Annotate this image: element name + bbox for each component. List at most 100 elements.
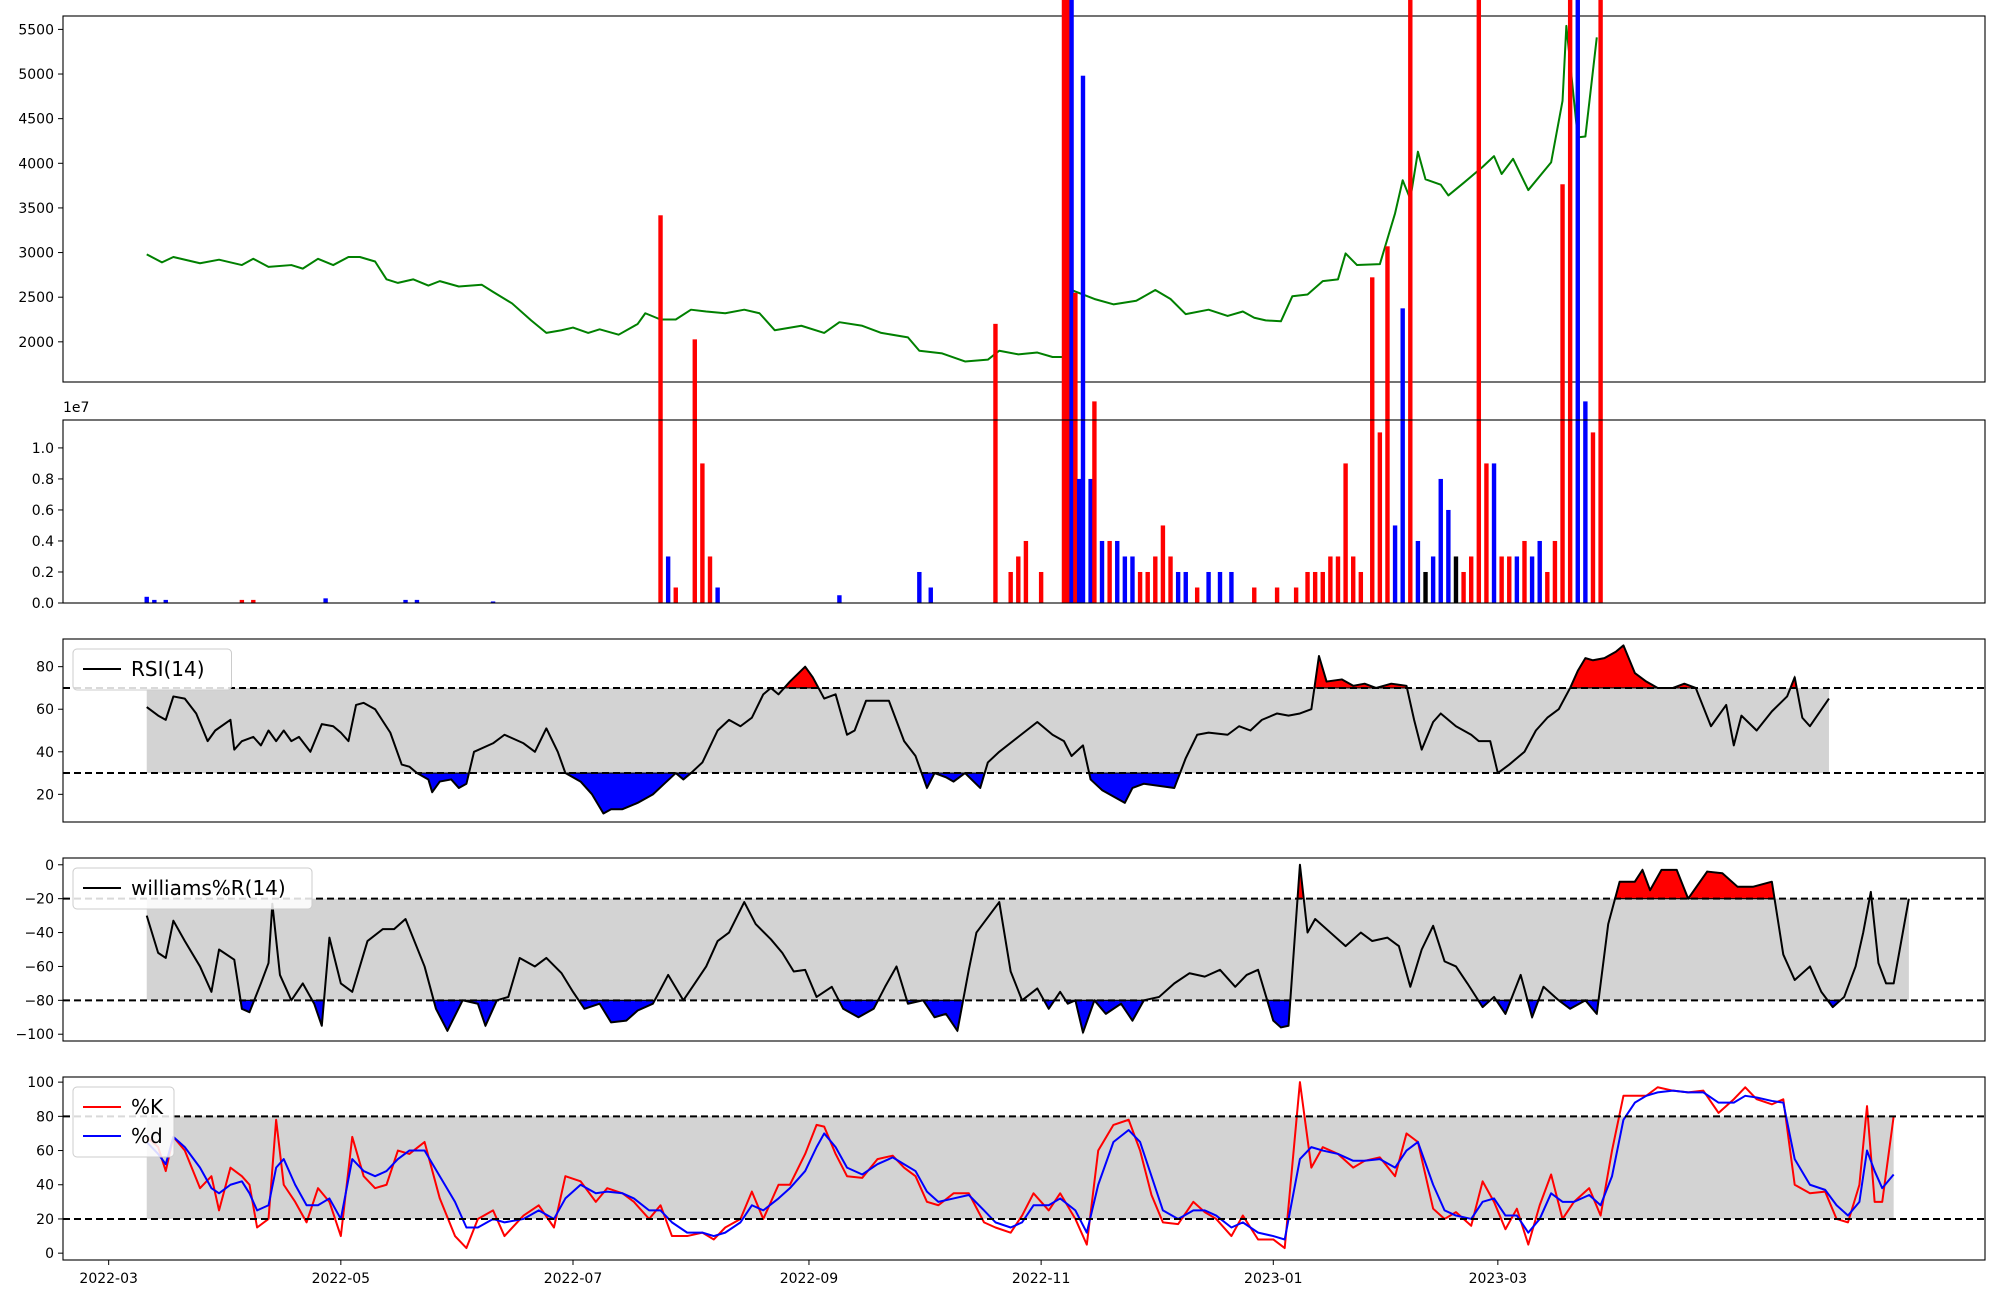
- price-ytick-label: 2000: [18, 335, 54, 351]
- volume-bar: [1076, 478, 1082, 603]
- volume-bar: [1312, 571, 1318, 603]
- stochastic-legend: %K %d: [72, 1086, 175, 1158]
- williams-ytick-label: −80: [24, 993, 54, 1009]
- volume-bar: [1183, 571, 1188, 603]
- volume-bar: [1122, 556, 1128, 603]
- volume-bar: [1153, 556, 1158, 603]
- volume-bar: [1408, 0, 1413, 604]
- price-ytick-label: 2500: [18, 290, 54, 306]
- stochastic-legend-box: [72, 1086, 175, 1158]
- volume-bar: [1575, 0, 1580, 603]
- volume-bar: [1392, 525, 1398, 603]
- volume-bar: [1522, 540, 1527, 603]
- price-ytick-label: 3500: [18, 201, 54, 217]
- volume-bar: [1088, 478, 1093, 603]
- volume-bar: [1274, 587, 1280, 603]
- x-tick-label: 2022-11: [1012, 1271, 1071, 1287]
- x-tick-label: 2022-07: [544, 1271, 603, 1287]
- volume-bar: [1293, 587, 1299, 603]
- volume-ytick-label: 0.8: [32, 472, 54, 488]
- volume-bar: [1514, 556, 1520, 603]
- volume-bar: [1446, 509, 1451, 603]
- x-tick-label: 2022-03: [79, 1271, 138, 1287]
- volume-panel: 0.0 0.2 0.4 0.6 0.8 1.0 1e7: [32, 0, 1986, 612]
- volume-bar: [1252, 587, 1257, 603]
- williams-legend: williams%R(14): [72, 867, 313, 910]
- volume-bar: [1160, 525, 1166, 603]
- volume-bar: [1537, 540, 1542, 603]
- volume-bar: [1415, 540, 1421, 603]
- volume-bar: [665, 556, 671, 603]
- volume-bar: [1107, 540, 1112, 603]
- volume-bar: [1476, 0, 1482, 604]
- volume-bar: [692, 339, 697, 603]
- volume-bar: [1567, 0, 1573, 604]
- volume-bar: [1328, 556, 1333, 603]
- volume-bar: [144, 596, 149, 603]
- rsi-ytick-label: 20: [36, 787, 54, 803]
- volume-bar: [1491, 463, 1497, 603]
- volume-ytick-label: 0.0: [32, 596, 54, 612]
- volume-bar: [1073, 292, 1078, 603]
- volume-bar: [1453, 556, 1459, 603]
- volume-bar: [1065, 0, 1070, 603]
- volume-bar: [414, 599, 420, 603]
- volume-bar: [1590, 432, 1596, 603]
- volume-bar: [1092, 401, 1097, 603]
- volume-bar: [403, 599, 408, 603]
- volume-ytick-label: 0.2: [32, 565, 54, 581]
- price-ytick-label: 3000: [18, 246, 54, 262]
- volume-bar: [928, 587, 933, 603]
- williams-ytick-label: −20: [24, 892, 54, 908]
- rsi-legend-label: RSI(14): [131, 657, 205, 681]
- chart-panels: 200025003000350040004500500055000.00.20.…: [16, 0, 1986, 1287]
- stochastic-band: [146, 1116, 1894, 1219]
- volume-bar: [1423, 571, 1428, 603]
- volume-bar: [1499, 556, 1504, 603]
- stochastic-series-line-1: [146, 1081, 1895, 1250]
- volume-bar: [1507, 556, 1512, 603]
- stochastic-ytick-label: 0: [45, 1246, 54, 1262]
- rsi-ytick-label: 60: [36, 702, 54, 718]
- volume-offset-label: 1e7: [63, 400, 89, 416]
- williams-legend-box: [72, 867, 313, 910]
- volume-bar: [700, 463, 705, 603]
- x-tick-label: 2023-03: [1469, 1271, 1528, 1287]
- price-ytick-label: 4000: [18, 156, 54, 172]
- rsi-panel: 20 40 60 80 RSI(14): [36, 638, 1986, 823]
- williams-ytick-label: −60: [24, 959, 54, 975]
- williams-ytick-label: 0: [45, 858, 54, 874]
- volume-bar: [1598, 0, 1603, 603]
- stochastic-panel: 0 20 40 60 80 100 2022-03 2022-05 2022-07 2022-09…: [27, 1075, 1986, 1287]
- volume-bar: [1343, 463, 1348, 603]
- volume-bar: [1175, 571, 1181, 603]
- rsi-axes-frame: [62, 638, 1986, 823]
- williams-axes-frame: [62, 857, 1986, 1042]
- volume-bar: [1529, 556, 1535, 603]
- price-panel: 2000 2500 3000 3500 4000 4500 5000 5500: [18, 15, 1986, 383]
- volume-bar: [323, 598, 328, 603]
- volume-bar: [1194, 587, 1200, 603]
- price-axes-frame: [62, 15, 1986, 383]
- volume-bar: [1137, 571, 1143, 603]
- rsi-ytick-label: 80: [36, 660, 54, 676]
- stochastic-axes-frame: [62, 1076, 1986, 1261]
- volume-bar: [1038, 571, 1044, 603]
- volume-bar: [1545, 571, 1550, 603]
- volume-bar: [490, 601, 496, 603]
- volume-bar: [1145, 571, 1150, 603]
- volume-bar: [1008, 571, 1013, 603]
- volume-bar: [251, 599, 256, 603]
- volume-bar: [1335, 556, 1341, 603]
- volume-bar: [1320, 571, 1325, 603]
- volume-bar: [1023, 540, 1029, 603]
- volume-bar: [1468, 556, 1474, 603]
- stochastic-ytick-label: 40: [36, 1178, 54, 1194]
- price-ytick-label: 5000: [18, 67, 54, 83]
- stochastic-legend-label: %K: [131, 1095, 164, 1119]
- volume-bar: [707, 556, 713, 603]
- stochastic-ytick-label: 20: [36, 1212, 54, 1228]
- volume-bar: [1583, 401, 1588, 603]
